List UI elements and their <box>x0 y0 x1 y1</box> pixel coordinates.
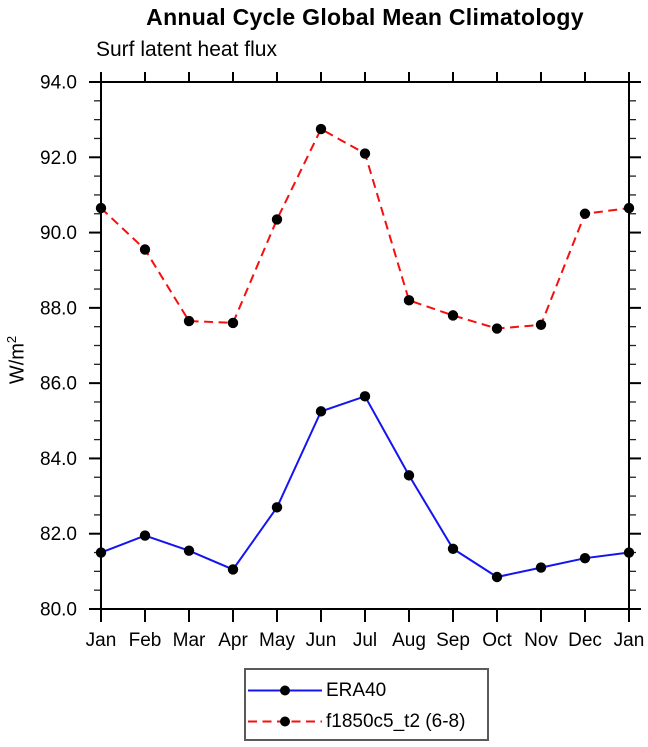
x-tick-label: Mar <box>173 630 206 651</box>
y-tick-label: 88.0 <box>40 298 77 319</box>
chart-title: Annual Cycle Global Mean Climatology <box>146 4 584 30</box>
data-point-marker-1 <box>95 202 107 214</box>
legend-line-sample-1 <box>248 716 322 727</box>
x-tick-label: Oct <box>482 630 512 651</box>
data-point-marker-1 <box>447 310 459 321</box>
legend-item-f1850c5-t2: f1850c5_t2 (6-8) <box>246 706 487 737</box>
data-point-marker-1 <box>623 202 635 214</box>
data-point-marker-1 <box>271 214 283 225</box>
x-tick-label: Dec <box>568 630 602 651</box>
x-tick-label: May <box>259 630 295 651</box>
data-point-marker-0 <box>579 552 591 564</box>
data-point-marker-1 <box>359 148 371 159</box>
y-tick-label: 80.0 <box>40 600 77 621</box>
y-tick-label: 90.0 <box>40 223 77 244</box>
legend-marker-icon <box>280 685 290 696</box>
data-point-marker-1 <box>183 315 195 327</box>
data-point-marker-1 <box>403 295 415 306</box>
series-line-0 <box>100 395 630 579</box>
legend-label-era40: ERA40 <box>326 679 387 701</box>
y-tick-label: 86.0 <box>40 374 77 395</box>
data-point-marker-0 <box>227 564 239 575</box>
x-tick-label: Jan <box>86 630 117 651</box>
x-tick-label: Jul <box>353 630 377 651</box>
x-tick-label: Nov <box>524 630 558 651</box>
y-tick-label: 84.0 <box>40 449 77 470</box>
data-point-marker-0 <box>315 406 327 417</box>
series-line-1 <box>100 127 630 330</box>
data-point-marker-0 <box>139 530 151 541</box>
data-point-marker-0 <box>271 502 283 513</box>
legend-item-era40: ERA40 <box>246 675 487 706</box>
x-tick-label: Jun <box>306 630 337 651</box>
x-tick-label: Apr <box>218 630 248 651</box>
y-tick-label: 92.0 <box>40 148 77 169</box>
data-point-marker-1 <box>315 123 327 135</box>
data-point-marker-0 <box>95 547 107 558</box>
x-tick-label: Feb <box>129 630 162 651</box>
legend-box: ERA40 f1850c5_t2 (6-8) <box>244 668 489 741</box>
legend-marker-icon <box>280 716 290 727</box>
data-point-marker-0 <box>359 391 371 402</box>
data-point-marker-0 <box>403 470 415 481</box>
plot-border <box>100 81 630 610</box>
data-point-marker-0 <box>491 571 503 583</box>
data-point-marker-0 <box>623 547 635 558</box>
x-tick-label: Sep <box>436 630 470 651</box>
data-point-marker-1 <box>579 208 591 219</box>
data-point-marker-1 <box>491 323 503 334</box>
legend-line-sample-0 <box>248 685 322 696</box>
data-point-marker-0 <box>447 543 459 554</box>
data-point-marker-0 <box>183 545 195 556</box>
x-tick-label: Jan <box>614 630 645 651</box>
data-point-marker-1 <box>535 319 547 330</box>
y-tick-label: 82.0 <box>40 524 77 545</box>
legend-label-f1850c5-t2: f1850c5_t2 (6-8) <box>326 710 466 732</box>
chart-subtitle: Surf latent heat flux <box>96 38 277 61</box>
data-point-marker-1 <box>227 317 239 329</box>
data-point-marker-1 <box>139 244 151 255</box>
x-tick-label: Aug <box>392 630 426 651</box>
data-point-marker-0 <box>535 562 547 573</box>
chart-canvas: 80.0 82.0 84.0 86.0 88.0 90.0 92.0 94.0 Jan Feb Ma… <box>40 72 645 651</box>
y-tick-label: 94.0 <box>40 73 77 94</box>
